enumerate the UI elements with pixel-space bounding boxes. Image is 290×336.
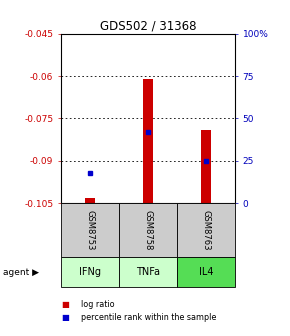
Text: GSM8758: GSM8758	[143, 210, 153, 250]
Text: agent ▶: agent ▶	[3, 268, 39, 277]
Text: ■: ■	[61, 313, 69, 322]
Text: GSM8753: GSM8753	[85, 210, 95, 250]
Text: log ratio: log ratio	[81, 300, 115, 308]
Bar	[201, 130, 211, 203]
Text: ■: ■	[61, 300, 69, 308]
Bar	[143, 79, 153, 203]
Text: GSM8763: GSM8763	[201, 210, 211, 250]
Text: IFNg: IFNg	[79, 267, 101, 277]
Text: percentile rank within the sample: percentile rank within the sample	[81, 313, 217, 322]
Text: TNFa: TNFa	[136, 267, 160, 277]
Bar	[85, 198, 95, 203]
Title: GDS502 / 31368: GDS502 / 31368	[100, 19, 196, 33]
Text: IL4: IL4	[199, 267, 213, 277]
